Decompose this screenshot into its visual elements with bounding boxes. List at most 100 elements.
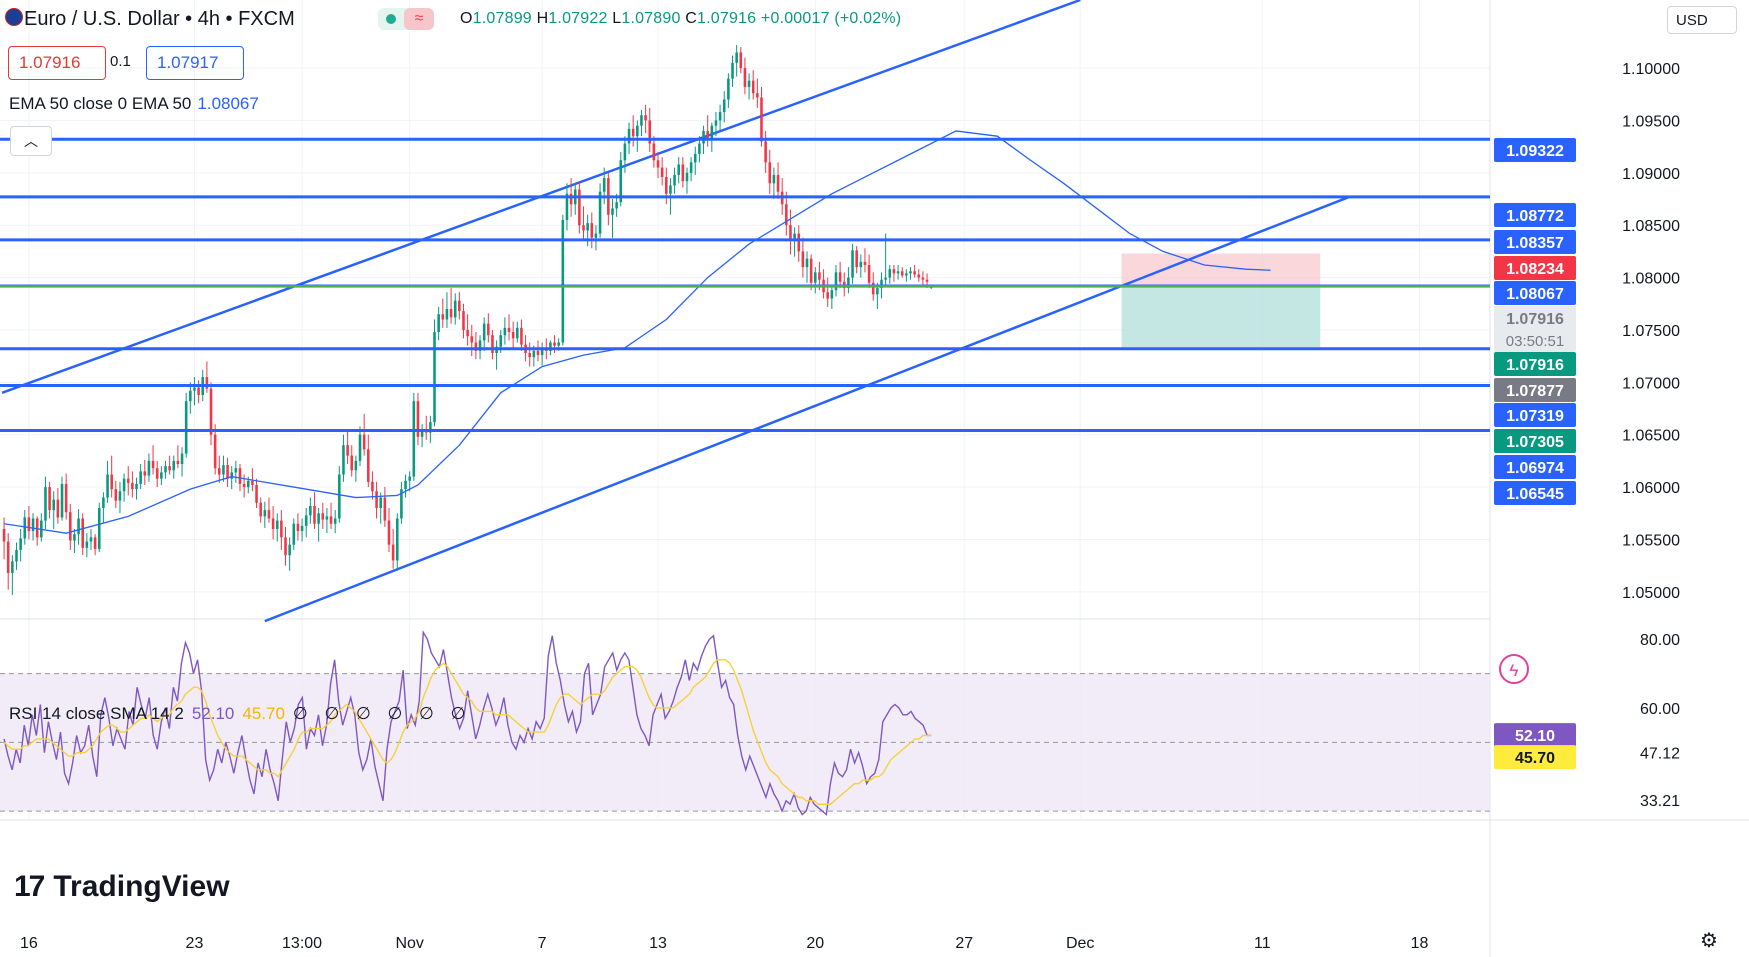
price-tick-label: 1.06000 (1622, 480, 1680, 497)
candle-body (855, 250, 858, 268)
candle-body (602, 178, 606, 192)
open-value: 1.07899 (472, 10, 532, 27)
candle-body (329, 516, 333, 524)
candle-body (880, 279, 883, 289)
rsi-value-label: 52.10 (1515, 728, 1555, 745)
price-badge (1494, 203, 1576, 227)
symbol-title[interactable]: Euro / U.S. Dollar • 4h • FXCM (24, 8, 295, 30)
candle-body (598, 191, 602, 234)
market-open-icon (386, 14, 396, 24)
candle-body (640, 115, 643, 126)
candle-body (623, 143, 627, 161)
candle-body (470, 336, 474, 343)
candle-body (462, 311, 465, 330)
candle-body (242, 483, 246, 488)
currency-selector[interactable]: USD (1667, 6, 1737, 34)
chevron-up-icon[interactable]: ︿ (10, 126, 52, 156)
candle-body (354, 460, 358, 471)
settings-icon[interactable]: ⚙ (1700, 930, 1718, 952)
rsi-legend[interactable]: RSI 14 close SMA 14 2 52.10 45.70 ∅ ∅ ∅ ∅ ∅… (9, 704, 471, 724)
price-tick-label: 1.05500 (1622, 532, 1680, 549)
candle-body (896, 271, 900, 274)
position-tool[interactable] (1121, 253, 1321, 349)
price-badge-label: 1.07916 (1506, 357, 1564, 374)
candle-body (826, 292, 829, 299)
candle-body (851, 250, 854, 278)
rsi-sma-legend-value: 45.70 (242, 704, 285, 723)
candle-body (669, 185, 672, 194)
ohlc-readout: O1.07899 H1.07922 L1.07890 C1.07916 +0.0… (460, 10, 901, 28)
candle-body (909, 271, 912, 274)
candle-body (333, 518, 337, 524)
candle-body (445, 309, 449, 320)
candle-body (698, 143, 701, 154)
candle-body (731, 62, 734, 79)
candle-body (135, 483, 138, 490)
candle-body (884, 277, 887, 280)
horizontal-levels[interactable] (0, 137, 1490, 433)
candle-body (114, 489, 118, 501)
time-tick-label: 7 (538, 935, 547, 952)
buy-button[interactable]: 1.07917 (146, 46, 244, 80)
price-axis[interactable]: 1.10000 1.09500 1.09000 1.08500 1.08000 1.075… (1494, 61, 1680, 810)
time-tick-label: Dec (1066, 935, 1094, 952)
candle-body (776, 174, 780, 192)
candle-body (681, 164, 685, 182)
lightning-icon[interactable]: ϟ (1499, 654, 1529, 684)
candle-body (503, 327, 507, 336)
candle-body (553, 342, 556, 346)
candle-body (300, 525, 304, 532)
ema-line (3, 130, 1271, 534)
candle-body (797, 233, 801, 252)
candle-body (867, 265, 871, 283)
rsi-band (0, 673, 1490, 812)
candle-body (176, 460, 180, 465)
sell-button[interactable]: 1.07916 (8, 46, 106, 80)
candle-body (164, 466, 167, 473)
price-badge (1494, 352, 1576, 376)
candle-body (259, 502, 262, 517)
candle-body (482, 323, 486, 341)
time-tick-label: 13 (649, 935, 667, 952)
candle-body (751, 80, 755, 94)
rsi-value-badge (1494, 723, 1576, 748)
price-badge (1494, 455, 1576, 479)
candle-body (756, 93, 759, 98)
candle-body (818, 272, 821, 280)
candle-body (52, 499, 56, 511)
candle-body (735, 52, 738, 63)
candle-body (309, 505, 312, 516)
time-tick-label: 20 (806, 935, 824, 952)
ema-legend[interactable]: EMA 50 close 0 EMA 50 1.08067 (9, 94, 259, 114)
candle-body (317, 513, 320, 524)
close-value: 1.07916 (697, 10, 757, 27)
candle-body (433, 332, 436, 423)
candle-body (466, 329, 469, 337)
candle-body (255, 484, 258, 503)
candle-body (830, 290, 834, 299)
candle-body (793, 233, 796, 241)
candle-body (6, 541, 10, 573)
data-delay-icon[interactable]: ≈ (404, 8, 434, 30)
candle-body (77, 518, 80, 535)
candle-body (404, 480, 407, 490)
candle-body (102, 497, 105, 509)
stop-loss-zone (1121, 253, 1321, 286)
rsi-legend-value: 52.10 (191, 704, 235, 723)
candle-body (702, 130, 705, 144)
candle-body (296, 523, 300, 532)
candle-body (917, 274, 921, 278)
price-tick-label: 1.10000 (1622, 61, 1680, 78)
candle-body (727, 78, 730, 100)
candle-body (350, 455, 354, 471)
candle-body (35, 518, 39, 538)
time-axis[interactable]: 16 23 13:00 Nov 7 13 20 27 Dec 11 18 (20, 935, 1429, 952)
candle-body (677, 164, 680, 175)
rsi-sma-line (3, 659, 932, 805)
candle-body (31, 518, 35, 532)
price-badge (1494, 230, 1576, 254)
price-tick-label: 1.06500 (1622, 428, 1680, 445)
candle-body (511, 332, 515, 339)
